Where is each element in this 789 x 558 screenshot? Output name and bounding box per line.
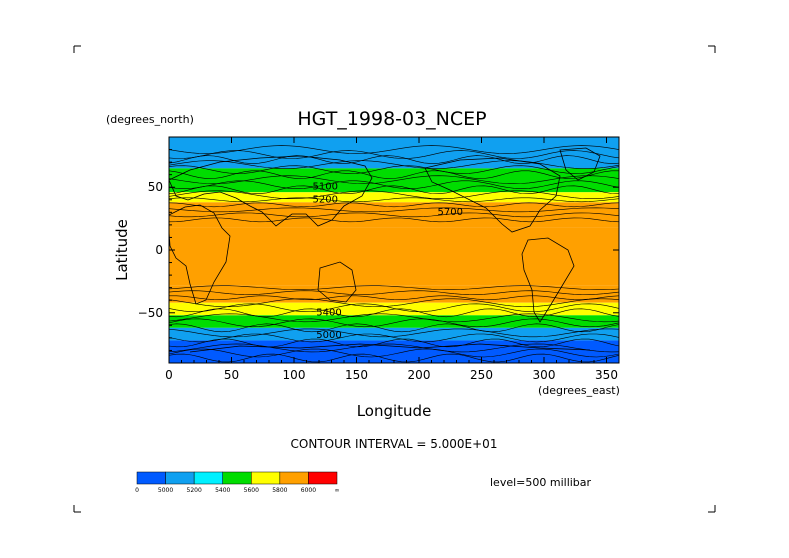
colorbar-label-4: 5600	[244, 487, 259, 494]
colorbar-swatch-0	[136, 471, 166, 485]
contour-line-2	[168, 155, 620, 164]
contour-line-10	[168, 197, 620, 203]
coastlines	[168, 147, 601, 353]
contour-line-8	[168, 185, 620, 195]
colorbar-label-7: ∞	[335, 487, 340, 494]
y-axis-label: Latitude	[113, 219, 131, 281]
contour-line-25	[168, 333, 620, 343]
x-tick-label-3: 150	[345, 368, 368, 382]
level-label: level=500 millibar	[490, 476, 592, 489]
colorbar-label-2: 5200	[187, 487, 202, 494]
y-tick-label-1: 0	[155, 243, 163, 257]
contour-line-22	[168, 318, 620, 328]
colorbar-swatch-3	[222, 471, 252, 485]
y-tick-label-0: 50	[148, 180, 163, 194]
contour-value-label-3: 5400	[316, 307, 341, 318]
colorbar-swatch-6	[308, 471, 338, 485]
contour-line-28	[168, 348, 620, 358]
contour-value-label-1: 5200	[313, 194, 338, 205]
contour-line-24	[168, 328, 620, 338]
colorbar-label-5: 5800	[272, 487, 287, 494]
contour-line-21	[168, 313, 620, 323]
x-tick-label-5: 250	[470, 368, 493, 382]
contour-interval-label: CONTOUR INTERVAL = 5.000E+01	[291, 437, 498, 451]
contour-line-5	[168, 170, 619, 179]
y-axis-ticks: 50 0 −50	[138, 149, 619, 351]
contour-line-11	[168, 202, 620, 208]
colorbar: 0 5000 5200 5400 5600 5800 6000 ∞	[135, 471, 340, 494]
x-tick-label-7: 350	[595, 368, 618, 382]
contour-line-16	[168, 290, 620, 296]
contour-line-15	[168, 285, 620, 291]
height-band-5	[169, 285, 619, 303]
coastline-antarctica	[189, 343, 591, 353]
contour-line-23	[168, 323, 620, 333]
colorbar-label-0: 0	[135, 487, 139, 494]
colorbar-label-1: 5000	[158, 487, 173, 494]
coastline-africa	[168, 204, 231, 305]
contour-line-17	[169, 295, 620, 301]
x-axis-label: Longitude	[357, 402, 432, 420]
y-units-label: (degrees_north)	[106, 113, 194, 126]
x-tick-label-6: 300	[533, 368, 556, 382]
x-tick-label-4: 200	[408, 368, 431, 382]
contour-line-27	[168, 343, 620, 353]
coastline-australia	[317, 261, 357, 303]
height-band-0	[169, 137, 619, 169]
colorbar-swatch-4	[251, 471, 281, 485]
colorbar-label-6: 6000	[301, 487, 316, 494]
y-tick-label-2: −50	[138, 306, 163, 320]
height-band-1	[169, 168, 619, 193]
contour-value-label-2: 5700	[438, 207, 463, 218]
x-tick-label-2: 100	[283, 368, 306, 382]
contour-line-3	[168, 160, 620, 169]
contour-value-label-0: 5100	[313, 182, 338, 193]
contour-line-1	[168, 150, 620, 159]
x-tick-label-1: 50	[224, 368, 239, 382]
corner-marks	[73, 45, 716, 513]
contour-value-label-4: 5000	[316, 330, 341, 341]
contour-line-13	[168, 212, 620, 218]
coastline-south-america	[521, 237, 575, 323]
contour-line-7	[168, 180, 620, 190]
contour-line-12	[168, 207, 620, 213]
contour-line-14	[168, 217, 620, 223]
colorbar-swatch-1	[165, 471, 195, 485]
x-tick-label-0: 0	[165, 368, 173, 382]
height-band-7	[169, 315, 619, 328]
contour-line-0	[168, 145, 620, 154]
height-band-2	[169, 192, 619, 203]
coastline-eurasia	[168, 155, 373, 227]
contour-line-26	[168, 338, 620, 348]
coastline-north-america	[424, 157, 561, 233]
coastline-greenland	[559, 147, 601, 181]
colorbar-label-3: 5400	[215, 487, 230, 494]
height-band-3	[169, 202, 619, 228]
contour-line-9	[168, 190, 620, 199]
colorbar-swatch-5	[279, 471, 309, 485]
contour-line-4	[168, 165, 620, 174]
x-axis-ticks: 0 50 100 150 200 250 300 350	[165, 137, 618, 382]
contour-line-18	[168, 298, 620, 308]
x-units-label: (degrees_east)	[538, 384, 620, 397]
contour-lines	[168, 145, 620, 363]
height-band-4	[169, 227, 619, 286]
colorbar-swatch-2	[193, 471, 223, 485]
contour-line-19	[168, 303, 620, 313]
chart-title: HGT_1998-03_NCEP	[297, 108, 486, 130]
